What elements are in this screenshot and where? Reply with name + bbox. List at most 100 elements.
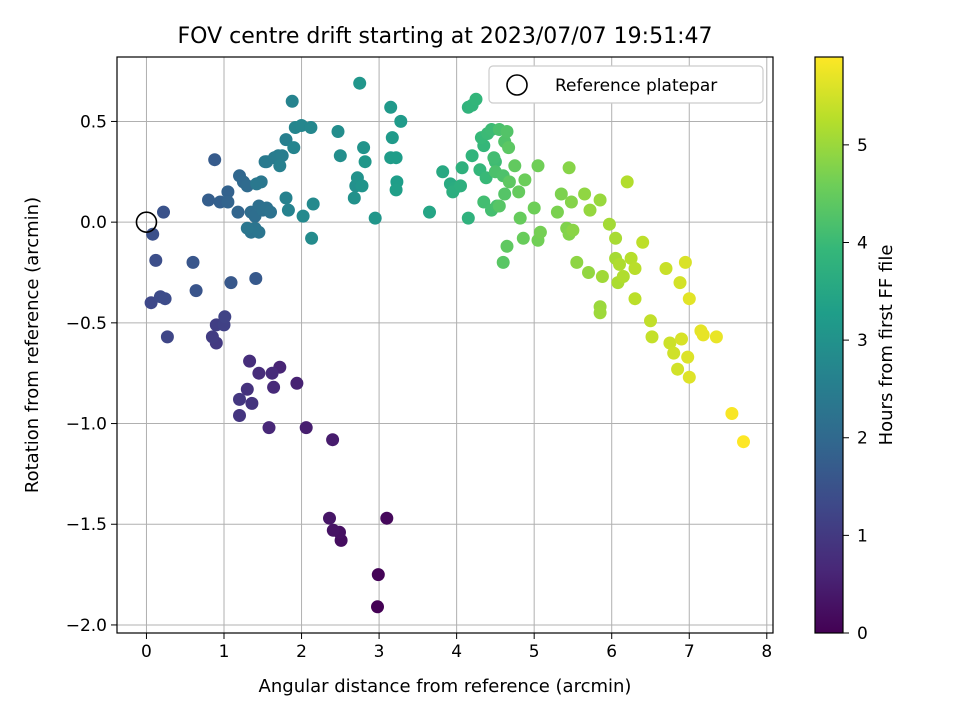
scatter-point — [306, 197, 320, 211]
scatter-point — [550, 205, 564, 219]
scatter-point — [299, 421, 313, 435]
scatter-point — [157, 205, 170, 219]
y-tick-label: −2.0 — [66, 616, 107, 636]
scatter-point — [673, 276, 687, 290]
legend-marker-icon — [506, 74, 528, 96]
scatter-point — [659, 262, 673, 275]
scatter-point — [671, 362, 685, 376]
scatter-point — [240, 382, 254, 396]
scatter-point — [358, 155, 372, 169]
scatter-point — [267, 380, 281, 394]
scatter-point — [221, 195, 235, 209]
scatter-point — [333, 149, 347, 163]
colorbar-gradient — [814, 56, 844, 634]
scatter-point — [496, 255, 510, 269]
legend-label: Reference platepar — [555, 76, 717, 96]
scatter-point — [500, 239, 514, 253]
scatter-point — [527, 201, 541, 215]
scatter-point — [582, 266, 595, 279]
x-tick-label: 0 — [141, 642, 152, 662]
scatter-point — [389, 151, 403, 165]
scatter-point — [609, 231, 623, 245]
x-tick-label: 5 — [529, 642, 540, 662]
scatter-point — [265, 366, 279, 380]
x-tick-label: 2 — [296, 642, 307, 662]
y-axis: 0.5 0.0 −0.5 −1.0 −1.5 −2.0 — [66, 112, 117, 636]
scatter-point — [202, 193, 215, 207]
scatter-point — [562, 161, 576, 175]
scatter-point — [595, 270, 609, 283]
scatter-point — [252, 366, 266, 380]
colorbar-tick-label: 0 — [857, 624, 868, 644]
plot-frame — [116, 56, 774, 634]
scatter-point — [275, 149, 289, 163]
scatter-point — [252, 225, 266, 239]
scatter-point — [645, 330, 659, 344]
scatter-point — [380, 511, 394, 525]
scatter-point — [602, 217, 616, 231]
scatter-point — [682, 292, 696, 306]
scatter-point — [208, 153, 222, 167]
colorbar-tick-label: 1 — [857, 526, 868, 546]
colorbar-tick-label: 2 — [857, 429, 868, 449]
scatter-point — [709, 330, 723, 344]
colorbar-tick-label: 3 — [857, 331, 868, 351]
scatter-point — [262, 421, 276, 435]
scatter-point — [233, 392, 246, 406]
colorbar-tick-label: 5 — [857, 136, 868, 156]
scatter-point — [675, 332, 688, 346]
y-tick-label: −0.5 — [66, 314, 107, 334]
scatter-point — [578, 187, 592, 201]
scatter-point — [518, 173, 532, 187]
scatter-point — [628, 262, 642, 275]
scatter-point — [613, 257, 626, 271]
scatter-point — [285, 94, 299, 108]
scatter-point — [696, 328, 710, 342]
scatter-point — [531, 159, 545, 173]
scatter-point — [624, 251, 638, 265]
scatter-point — [628, 292, 642, 306]
scatter-point — [516, 231, 530, 245]
scatter-point — [290, 376, 304, 390]
scatter-point — [347, 191, 361, 205]
reference-platepar-marker — [135, 211, 158, 233]
x-axis: 0 1 2 3 4 5 6 7 8 — [141, 633, 772, 662]
x-gridlines — [145, 57, 768, 633]
scatter-point — [385, 131, 399, 145]
scatter-point — [279, 133, 293, 147]
scatter-point — [296, 209, 310, 223]
scatter-point — [465, 149, 479, 163]
scatter-point — [423, 205, 436, 219]
scatter-point — [492, 199, 506, 213]
data-points — [144, 76, 750, 614]
scatter-point — [249, 272, 263, 285]
legend: Reference platepar — [488, 65, 764, 104]
scatter-point — [564, 195, 578, 209]
scatter-point — [725, 407, 739, 420]
scatter-point — [218, 310, 232, 324]
scatter-point — [205, 330, 219, 344]
scatter-point — [186, 255, 200, 269]
scatter-point — [264, 205, 277, 219]
scatter-point — [243, 354, 257, 368]
scatter-point — [616, 270, 630, 283]
scatter-point — [371, 600, 384, 614]
scatter-point — [240, 221, 254, 235]
scatter-point — [681, 350, 695, 364]
x-tick-label: 6 — [606, 642, 617, 662]
x-tick-label: 7 — [684, 642, 695, 662]
scatter-point — [479, 171, 493, 185]
colorbar-label: Hours from first FF file — [876, 245, 897, 446]
scatter-point — [189, 284, 203, 298]
scatter-point — [224, 276, 238, 290]
scatter-point — [583, 203, 597, 217]
y-tick-label: −1.0 — [66, 415, 107, 435]
y-gridlines — [117, 120, 773, 626]
colorbar: 0 1 2 3 4 5 Hours from first FF file — [814, 56, 897, 644]
scatter-point — [149, 253, 163, 267]
scatter-point — [593, 306, 607, 320]
scatter-point — [326, 433, 340, 447]
chart-title: FOV centre drift starting at 2023/07/07 … — [178, 24, 713, 49]
